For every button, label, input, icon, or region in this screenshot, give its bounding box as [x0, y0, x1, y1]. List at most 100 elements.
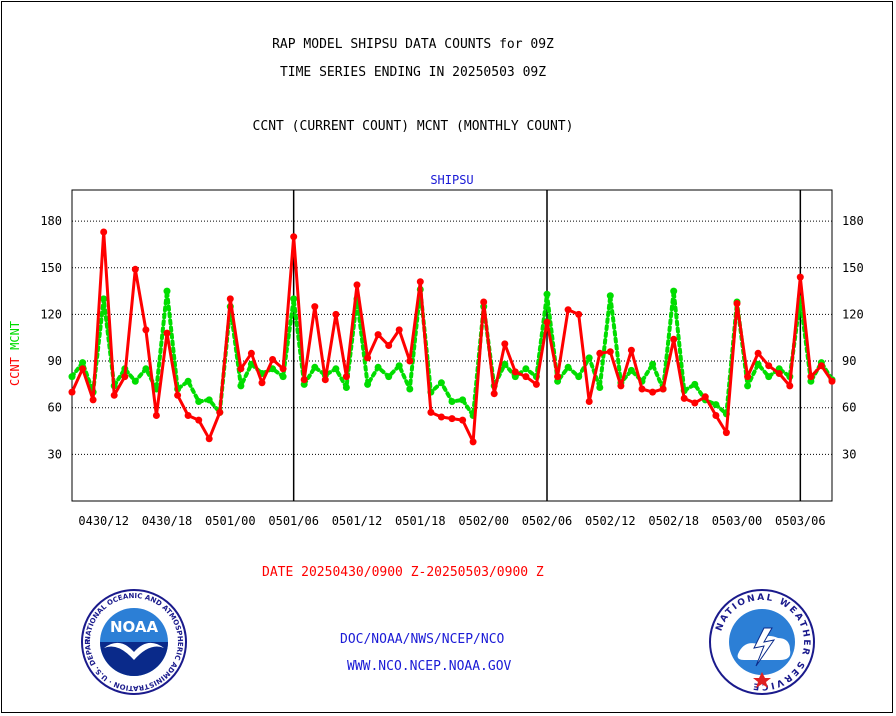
seagull-icon — [104, 642, 164, 660]
date-range-label: DATE 20250430/0900 Z-20250503/0900 Z — [262, 565, 544, 580]
y-tick-label-right: 30 — [842, 447, 856, 461]
data-point-mcnt — [543, 290, 551, 298]
data-point-mcnt — [385, 373, 393, 381]
data-point-mcnt — [670, 287, 678, 295]
data-point-ccnt — [554, 373, 562, 381]
website-link[interactable]: WWW.NCO.NCEP.NOAA.GOV — [347, 659, 512, 674]
data-point-mcnt — [712, 401, 720, 409]
chart-title-line1: RAP MODEL SHIPSU DATA COUNTS for 09Z — [272, 37, 554, 52]
data-point-mcnt — [68, 373, 76, 381]
y-tick-label-right: 150 — [842, 261, 864, 275]
data-point-ccnt — [828, 377, 836, 385]
data-point-mcnt — [564, 363, 572, 371]
data-point-mcnt — [195, 398, 203, 405]
data-point-ccnt — [522, 373, 530, 381]
data-point-mcnt — [649, 360, 657, 368]
data-point-ccnt — [617, 382, 625, 390]
x-tick-label: 0501/18 — [395, 514, 446, 528]
data-point-ccnt — [817, 362, 825, 370]
chart-title-line2: TIME SERIES ENDING IN 20250503 09Z — [279, 65, 547, 80]
plot-area — [71, 189, 833, 502]
data-point-mcnt — [269, 365, 277, 373]
y-tick-label-left: 30 — [48, 447, 62, 461]
y-tick-label-right: 60 — [842, 401, 856, 415]
data-point-mcnt — [311, 363, 319, 371]
data-point-ccnt — [670, 335, 678, 343]
data-point-ccnt — [448, 415, 456, 423]
data-point-mcnt — [437, 379, 445, 387]
data-point-ccnt — [100, 228, 108, 236]
x-tick-label: 0501/06 — [268, 514, 319, 528]
data-point-ccnt — [353, 281, 361, 289]
data-point-ccnt — [627, 346, 635, 354]
data-point-mcnt — [79, 359, 87, 367]
data-point-ccnt — [290, 233, 298, 241]
data-point-mcnt — [184, 377, 192, 385]
data-point-ccnt — [437, 413, 445, 421]
data-point-ccnt — [152, 412, 160, 419]
lightning-icon — [753, 627, 776, 667]
x-tick-label: 0503/00 — [712, 514, 763, 528]
x-tick-label: 0502/06 — [522, 514, 573, 528]
data-point-ccnt — [659, 385, 667, 393]
data-point-mcnt — [501, 360, 509, 368]
data-point-ccnt — [459, 416, 467, 424]
data-point-mcnt — [744, 382, 752, 390]
data-point-ccnt — [342, 373, 350, 381]
data-point-ccnt — [649, 388, 657, 396]
data-point-mcnt — [279, 373, 287, 381]
y-tick-label-right: 90 — [842, 354, 856, 368]
y-tick-label-left: 120 — [40, 307, 62, 321]
x-tick-label: 0430/18 — [142, 514, 193, 528]
data-point-mcnt — [100, 295, 108, 303]
y-axis-label-ccnt: CCNT — [8, 357, 22, 386]
y-tick-label-right: 120 — [842, 307, 864, 321]
data-point-mcnt — [332, 365, 340, 373]
data-point-ccnt — [701, 393, 709, 401]
data-point-mcnt — [142, 365, 150, 373]
data-point-mcnt — [754, 360, 762, 368]
x-tick-label: 0502/12 — [585, 514, 636, 528]
data-point-mcnt — [459, 396, 467, 404]
data-point-ccnt — [416, 278, 424, 286]
data-point-ccnt — [385, 342, 393, 349]
data-point-mcnt — [585, 354, 593, 362]
data-point-ccnt — [321, 376, 329, 384]
x-tick-label: 0502/18 — [648, 514, 699, 528]
data-point-ccnt — [775, 370, 783, 377]
data-point-ccnt — [427, 408, 435, 416]
nws-logo: NATIONAL WEATHER SERVICE — [709, 589, 815, 695]
data-point-mcnt — [606, 292, 614, 300]
series-line-ccnt — [70, 230, 834, 444]
y-axis-label-mcnt: MCNT — [8, 321, 22, 357]
data-point-ccnt — [258, 379, 266, 387]
data-point-mcnt — [627, 366, 635, 374]
data-point-mcnt — [395, 362, 403, 370]
x-tick-label: 0502/00 — [458, 514, 509, 528]
data-point-ccnt — [226, 295, 234, 303]
data-point-ccnt — [511, 368, 519, 376]
data-point-ccnt — [374, 331, 382, 339]
data-point-ccnt — [786, 382, 794, 390]
data-point-mcnt — [575, 373, 583, 381]
x-tick-label: 0430/12 — [78, 514, 129, 528]
data-point-ccnt — [744, 373, 752, 381]
noaa-center-text: NOAA — [110, 618, 159, 636]
data-point-ccnt — [765, 362, 773, 370]
data-point-ccnt — [575, 310, 583, 318]
y-tick-label-left: 90 — [48, 354, 62, 368]
data-point-mcnt — [596, 384, 604, 391]
data-point-ccnt — [311, 303, 319, 311]
data-point-mcnt — [448, 398, 456, 405]
data-point-ccnt — [596, 349, 604, 357]
data-point-mcnt — [522, 365, 530, 373]
data-point-ccnt — [142, 326, 150, 334]
data-point-mcnt — [342, 384, 350, 391]
data-point-ccnt — [712, 412, 720, 419]
data-point-mcnt — [205, 396, 213, 404]
data-point-ccnt — [89, 396, 97, 404]
y-tick-label-left: 60 — [48, 401, 62, 415]
data-point-ccnt — [585, 398, 593, 405]
data-point-mcnt — [290, 295, 298, 303]
star-icon — [753, 672, 771, 688]
